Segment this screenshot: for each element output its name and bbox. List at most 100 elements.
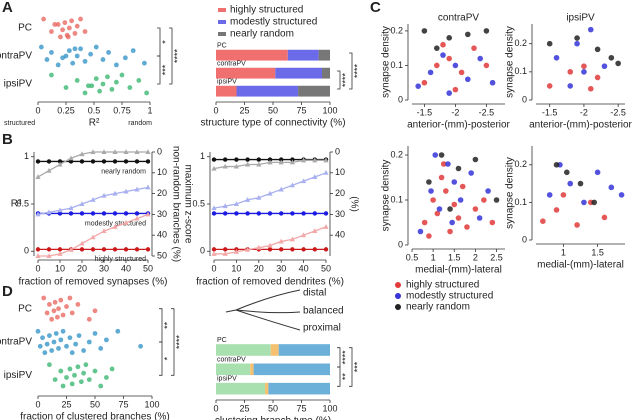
data-point <box>211 211 217 216</box>
x-axis-label: fraction of removed synapses (%) <box>19 277 168 288</box>
x-tick-label: 100 <box>322 403 337 413</box>
data-point <box>438 152 445 158</box>
x-tick-label: 0.75 <box>113 105 131 115</box>
y2-tick-label: 20 <box>157 188 167 198</box>
data-point <box>323 157 329 163</box>
x-tick-label: 100 <box>322 105 337 115</box>
data-point <box>481 197 487 203</box>
data-point <box>44 341 50 347</box>
legend-label: nearly random <box>230 29 294 40</box>
data-point <box>100 81 106 87</box>
data-point <box>459 183 466 190</box>
y-tick-label: 0.2 <box>514 159 527 169</box>
data-point <box>489 79 496 86</box>
data-point <box>440 161 447 167</box>
data-point <box>471 45 477 51</box>
data-point <box>57 161 63 167</box>
y2-tick-label: 40 <box>335 230 345 240</box>
data-point <box>35 159 41 164</box>
y2-axis-label: non-random branches (%) <box>170 146 181 262</box>
data-point <box>68 155 74 161</box>
data-point <box>267 159 273 165</box>
data-point <box>323 170 329 175</box>
x-axis-label: clustering branch type (%) <box>215 416 331 420</box>
data-point <box>301 211 306 216</box>
data-point <box>134 215 140 221</box>
data-point <box>567 83 574 89</box>
x-axis-label: medial-(mm)-lateral <box>415 265 502 276</box>
significance-bracket <box>157 55 161 85</box>
data-point <box>455 215 462 221</box>
data-point <box>56 346 61 351</box>
data-point <box>123 149 129 154</box>
data-point <box>97 88 102 94</box>
data-point <box>49 29 54 34</box>
data-point <box>443 188 449 194</box>
x-tick-label: -2.5 <box>479 107 495 117</box>
category-label: ipsiPV <box>217 376 237 383</box>
data-point <box>256 194 262 200</box>
data-point <box>89 83 95 89</box>
data-point <box>278 186 284 192</box>
bar-segment <box>298 85 330 97</box>
axis-note: random <box>128 120 152 127</box>
data-point <box>90 211 96 216</box>
x-tick-label: 50 <box>90 399 100 409</box>
data-point <box>81 370 86 376</box>
legend-label: nearly random <box>406 302 470 313</box>
data-point <box>63 53 69 59</box>
data-point <box>75 364 81 370</box>
data-point <box>436 206 443 212</box>
data-point <box>267 190 273 196</box>
series-label: modestly structured <box>85 220 146 227</box>
data-point <box>64 375 69 380</box>
data-point <box>618 192 625 198</box>
data-point <box>421 219 428 226</box>
data-point <box>136 78 142 83</box>
data-point <box>465 76 471 83</box>
data-point <box>67 366 73 372</box>
data-point <box>323 247 329 252</box>
chart-title: ipsiPV <box>566 13 595 24</box>
data-point <box>485 188 491 194</box>
y-tick-label: 0.5 <box>192 198 205 208</box>
data-point <box>233 249 239 254</box>
data-point <box>92 331 98 336</box>
data-point <box>134 247 140 252</box>
data-point <box>560 192 567 198</box>
data-point <box>86 316 92 322</box>
y2-tick-label: 20 <box>335 188 345 198</box>
data-point <box>101 228 107 234</box>
data-point <box>58 34 63 40</box>
data-point <box>60 312 66 318</box>
significance-bracket <box>337 366 341 387</box>
data-point <box>323 211 329 216</box>
data-point <box>79 159 85 164</box>
data-point <box>72 46 78 52</box>
data-point <box>72 30 78 36</box>
data-point <box>540 218 546 224</box>
data-point <box>67 335 73 341</box>
x-tick-label: -2 <box>451 107 459 117</box>
data-point <box>112 159 118 164</box>
data-point <box>134 186 140 192</box>
data-point <box>92 308 98 314</box>
data-point <box>267 242 273 248</box>
data-point <box>90 159 96 164</box>
x-tick-label: 50 <box>268 403 278 413</box>
bar-segment <box>216 85 237 97</box>
x-tick-label: 1 <box>431 252 436 262</box>
data-point <box>134 211 140 216</box>
data-point <box>62 20 68 26</box>
significance-bracket <box>337 70 341 90</box>
data-point <box>44 310 50 316</box>
legend-label: highly structured <box>406 280 479 291</box>
data-point <box>69 350 75 356</box>
data-point <box>81 348 86 353</box>
panel-label: A <box>2 0 13 16</box>
data-point <box>79 211 85 216</box>
data-point <box>88 51 94 57</box>
data-point <box>46 247 52 252</box>
data-point <box>123 159 129 164</box>
data-point <box>267 247 273 252</box>
